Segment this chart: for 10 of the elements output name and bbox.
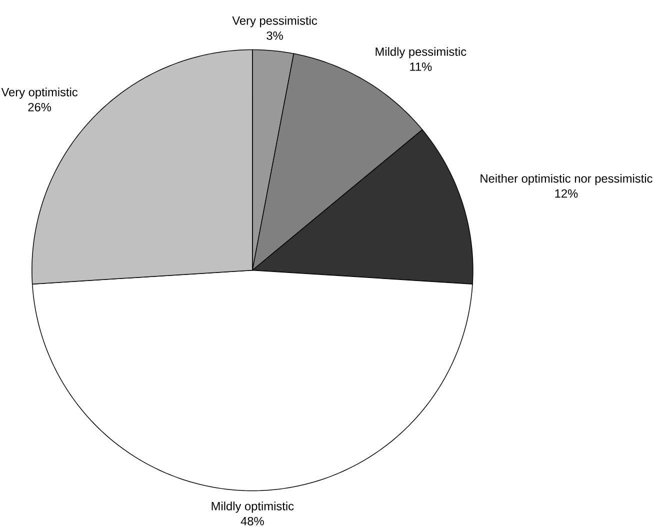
slice-label: Very optimistic <box>1 88 78 99</box>
data-label: 11% <box>410 62 432 72</box>
slice-label: Neither optimistic nor pessimistic <box>480 174 652 186</box>
data-label: 12% <box>555 190 578 198</box>
slice-label: Mildly optimistic <box>212 502 294 513</box>
slice-label: Very pessimistic <box>232 16 318 28</box>
data-label: 3% <box>266 32 283 40</box>
data-label: 26% <box>28 103 52 112</box>
data-label: 48% <box>240 517 264 526</box>
slice-label: Mildly pessimistic <box>376 47 466 58</box>
